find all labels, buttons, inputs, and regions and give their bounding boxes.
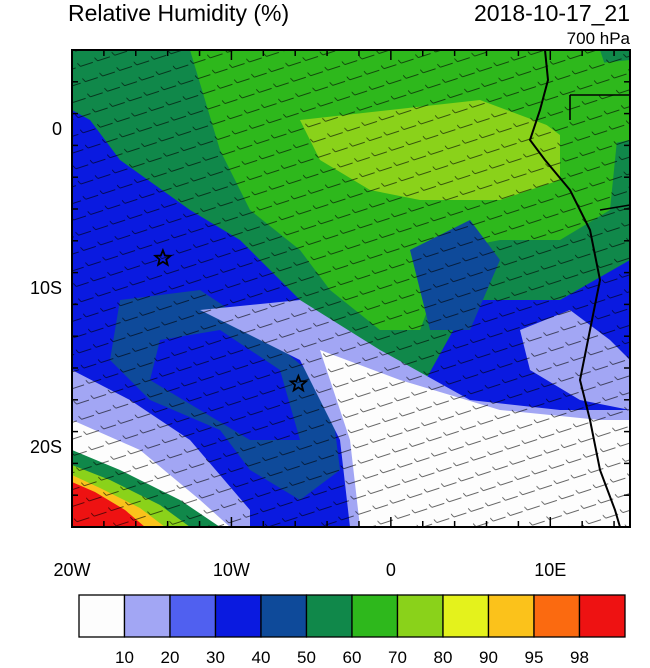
colorbar-label: 10 <box>115 648 134 667</box>
colorbar-label: 60 <box>342 648 362 667</box>
colorbar-label: 80 <box>433 648 453 667</box>
lon-label: 10E <box>534 560 567 580</box>
colorbar-swatch <box>214 594 262 638</box>
station-markers <box>153 247 309 393</box>
lon-label: 20W <box>53 560 91 580</box>
lat-label: 10S <box>29 277 62 298</box>
pressure-level: 700 hPa <box>566 29 630 48</box>
colorbar-swatch <box>351 594 399 638</box>
colorbar-label: 40 <box>251 648 271 667</box>
colorbar-label: 98 <box>570 648 589 667</box>
star-marker-2-icon <box>288 373 309 393</box>
colorbar-label: 95 <box>524 648 544 667</box>
map-title: Relative Humidity (%) <box>68 0 290 26</box>
map-frame <box>71 49 631 528</box>
colorbar-swatch <box>533 594 581 638</box>
colorbar-swatch <box>442 594 490 638</box>
colorbar-label: 30 <box>206 648 225 667</box>
colorbar-swatch <box>487 594 535 638</box>
lon-label: 10W <box>212 560 250 580</box>
colorbar <box>78 594 626 638</box>
colorbar-label: 50 <box>297 648 316 667</box>
humidity-field <box>72 50 630 527</box>
colorbar-swatch <box>305 594 353 638</box>
star-marker-1-icon <box>153 247 173 267</box>
colorbar-swatch <box>169 594 217 638</box>
colorbar-swatch <box>78 594 126 638</box>
colorbar-swatch <box>123 594 171 638</box>
colorbar-swatch <box>578 594 626 638</box>
lon-label: 0 <box>385 560 396 580</box>
axis-ticks <box>71 49 630 528</box>
lat-label: 0 <box>51 118 62 139</box>
colorbar-swatch <box>396 594 444 638</box>
colorbar-label: 20 <box>160 648 180 667</box>
map-datetime: 2018-10-17_21 <box>473 0 630 26</box>
lat-label: 20S <box>29 436 62 457</box>
colorbar-swatch <box>260 594 308 638</box>
colorbar-label: 90 <box>479 648 498 667</box>
colorbar-label: 70 <box>388 648 407 667</box>
